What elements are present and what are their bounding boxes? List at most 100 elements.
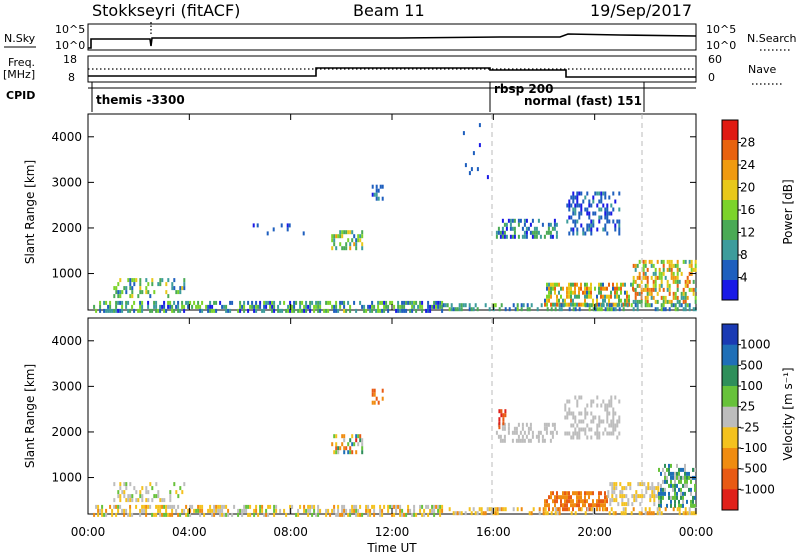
- range-gate-cell: [576, 423, 579, 428]
- range-gate-cell: [580, 507, 583, 512]
- range-gate-cell: [221, 512, 224, 517]
- range-gate-cell: [572, 195, 575, 200]
- range-gate-cell: [265, 300, 268, 305]
- range-gate-cell: [638, 271, 641, 276]
- range-gate-cell: [521, 226, 524, 231]
- range-gate-cell: [590, 223, 593, 228]
- range-gate-cell: [568, 302, 570, 307]
- range-gate-cell: [550, 282, 552, 287]
- range-gate-cell: [690, 487, 692, 492]
- range-gate-cell: [558, 298, 560, 303]
- range-gate-cell: [511, 430, 514, 435]
- range-gate-cell: [297, 512, 300, 517]
- range-gate-cell: [335, 446, 338, 451]
- range-gate-cell: [399, 504, 402, 509]
- range-gate-cell: [662, 287, 665, 292]
- range-gate-cell: [572, 302, 574, 307]
- range-gate-cell: [570, 435, 573, 440]
- range-gate-cell: [411, 512, 414, 517]
- range-gate-cell: [359, 512, 362, 517]
- range-gate-cell: [646, 511, 649, 516]
- range-gate-cell: [574, 431, 577, 436]
- range-gate-cell: [397, 504, 400, 509]
- range-gate-cell: [177, 308, 180, 313]
- range-gate-cell: [586, 435, 589, 440]
- time-axis-label: Time UT: [366, 541, 417, 554]
- range-gate-cell: [638, 259, 641, 264]
- range-gate-cell: [558, 290, 560, 295]
- range-gate-cell: [501, 234, 504, 239]
- range-gate-cell: [588, 491, 590, 496]
- range-gate-cell: [215, 508, 218, 513]
- range-gate-cell: [317, 308, 320, 313]
- range-gate-cell: [570, 282, 572, 287]
- range-gate-cell: [556, 495, 558, 500]
- range-gate-cell: [273, 308, 276, 313]
- range-gate-cell: [425, 308, 428, 313]
- range-gate-cell: [682, 299, 685, 304]
- range-gate-cell: [450, 303, 453, 308]
- range-gate-cell: [335, 234, 338, 239]
- range-gate-cell: [333, 238, 336, 243]
- y-tick-label: 2000: [51, 221, 82, 235]
- range-gate-cell: [183, 304, 186, 309]
- range-gate-cell: [327, 300, 330, 305]
- range-gate-cell: [600, 499, 602, 504]
- range-gate-cell: [269, 504, 272, 509]
- range-gate-cell: [241, 512, 244, 517]
- range-gate-cell: [598, 415, 601, 420]
- range-gate-cell: [662, 263, 665, 268]
- range-gate-cell: [155, 504, 158, 509]
- range-gate-cell: [476, 167, 479, 172]
- range-gate-cell: [137, 294, 140, 299]
- range-gate-cell: [656, 511, 659, 516]
- range-gate-cell: [555, 222, 558, 227]
- range-gate-cell: [608, 195, 611, 200]
- range-gate-cell: [547, 230, 550, 235]
- range-gate-cell: [606, 203, 609, 208]
- range-gate-cell: [596, 294, 598, 299]
- range-gate-cell: [634, 299, 637, 304]
- range-gate-cell: [684, 475, 686, 480]
- range-gate-cell: [660, 295, 663, 300]
- range-gate-cell: [293, 304, 296, 309]
- range-gate-cell: [652, 279, 655, 284]
- range-gate-cell: [381, 512, 384, 517]
- range-gate-cell: [497, 434, 500, 439]
- range-gate-cell: [584, 427, 587, 432]
- range-gate-cell: [670, 483, 672, 488]
- range-gate-cell: [614, 302, 616, 307]
- range-gate-cell: [361, 512, 364, 517]
- range-gate-cell: [658, 495, 660, 500]
- range-gate-cell: [183, 308, 186, 313]
- range-gate-cell: [568, 231, 571, 236]
- range-gate-cell: [286, 223, 289, 228]
- range-gate-cell: [674, 307, 677, 312]
- range-gate-cell: [678, 487, 680, 492]
- range-gate-cell: [686, 483, 688, 488]
- range-gate-cell: [606, 302, 608, 307]
- range-gate-cell: [409, 308, 412, 313]
- range-gate-cell: [219, 512, 222, 517]
- range-gate-cell: [598, 503, 600, 508]
- range-gate-cell: [189, 508, 192, 513]
- range-gate-cell: [307, 508, 310, 513]
- range-gate-cell: [201, 300, 204, 305]
- range-gate-cell: [123, 490, 126, 495]
- range-gate-cell: [393, 512, 396, 517]
- range-gate-cell: [155, 512, 158, 517]
- range-gate-cell: [598, 507, 601, 512]
- range-gate-cell: [576, 302, 578, 307]
- range-gate-cell: [566, 503, 568, 508]
- range-gate-cell: [684, 283, 687, 288]
- range-gate-cell: [592, 399, 595, 404]
- range-gate-cell: [692, 287, 695, 292]
- range-gate-cell: [191, 304, 194, 309]
- range-gate-cell: [288, 223, 291, 228]
- colorbar-tick-label: 12: [740, 226, 755, 240]
- velocity-colorbar-label: Velocity [m s⁻¹]: [781, 367, 795, 460]
- range-gate-cell: [339, 304, 342, 309]
- range-gate-cell: [435, 504, 438, 509]
